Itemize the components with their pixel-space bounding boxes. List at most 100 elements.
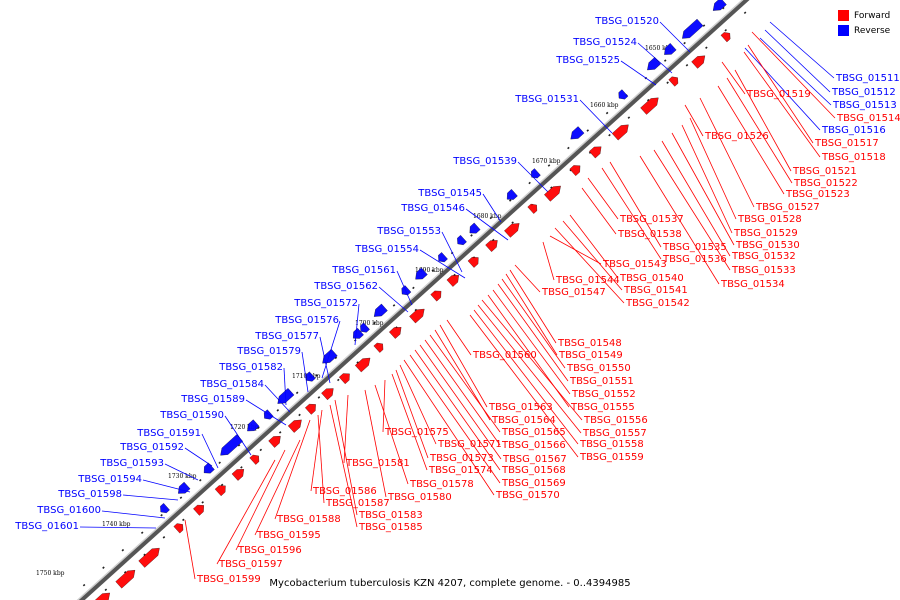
forward-gene-label: TBSG_01534 [720, 279, 785, 290]
forward-leader-line [329, 404, 358, 528]
forward-gene-label: TBSG_01538 [617, 229, 682, 240]
forward-gene-label: TBSG_01565 [501, 427, 566, 438]
axis-tick [608, 133, 611, 137]
forward-gene-arrow [354, 357, 371, 373]
axis-tick-label: 1660 kbp [590, 102, 619, 109]
axis-tick [550, 186, 553, 189]
reverse-gene-label: TBSG_01520 [594, 16, 659, 27]
reverse-leader-line [201, 433, 219, 469]
forward-gene-label: TBSG_01557 [582, 428, 647, 439]
forward-leader-line [717, 85, 785, 195]
reverse-gene-arrow [373, 303, 388, 317]
forward-gene-arrow [467, 257, 479, 268]
axis-tick [685, 63, 689, 67]
legend-forward: Forward [838, 8, 890, 23]
reverse-gene-label: TBSG_01511 [835, 73, 900, 84]
forward-leader-line [235, 449, 286, 551]
reverse-gene-label: TBSG_01584 [199, 379, 264, 390]
reverse-gene-label: TBSG_01512 [831, 87, 896, 98]
reverse-gene-arrow [618, 89, 629, 100]
forward-leader-line [334, 399, 358, 516]
forward-leader-line [310, 409, 323, 492]
forward-leader-line [399, 364, 437, 445]
reverse-gene-arrow [469, 222, 481, 234]
forward-leader-line [473, 309, 579, 445]
axis-tick [702, 24, 706, 27]
reverse-gene-label: TBSG_01546 [400, 203, 465, 214]
forward-leader-line [734, 69, 792, 172]
reverse-gene-label: TBSG_01531 [514, 94, 579, 105]
axis-tick [705, 46, 708, 49]
reverse-gene-label: TBSG_01598 [57, 489, 122, 500]
reverse-gene-arrow [712, 0, 727, 11]
reverse-gene-arrow [457, 235, 467, 246]
forward-leader-line [639, 155, 720, 285]
forward-gene-label: TBSG_01555 [570, 402, 635, 413]
forward-gene-arrow [430, 290, 442, 302]
axis-tick [528, 181, 531, 185]
axis-tick-label: 1650 kbp [645, 45, 674, 52]
forward-leader-line [184, 519, 196, 580]
reverse-leader-line [579, 99, 613, 134]
forward-leader-line [609, 161, 662, 248]
axis-tick [508, 199, 512, 202]
reverse-gene-arrow [220, 434, 243, 456]
reverse-gene-arrow [682, 18, 704, 39]
forward-gene-arrow [611, 124, 629, 141]
forward-leader-line [364, 389, 387, 498]
forward-leader-line [751, 31, 836, 119]
forward-gene-label: TBSG_01585 [358, 522, 423, 533]
forward-gene-arrow [95, 592, 110, 600]
reverse-gene-arrow [664, 43, 677, 55]
reverse-gene-arrow [178, 481, 191, 494]
forward-gene-arrow [544, 185, 561, 202]
forward-leader-line [469, 314, 579, 458]
reverse-leader-line [378, 286, 409, 313]
forward-gene-label: TBSG_01571 [437, 439, 502, 450]
forward-leader-line [409, 354, 501, 484]
forward-gene-label: TBSG_01548 [557, 338, 622, 349]
forward-gene-label: TBSG_01550 [566, 363, 631, 374]
axis-tick [182, 518, 185, 522]
forward-gene-label: TBSG_01581 [345, 458, 410, 469]
axis-tick-label: 1730 kbp [168, 473, 197, 480]
forward-gene-label: TBSG_01535 [662, 242, 727, 253]
axis-tick [646, 98, 650, 102]
forward-gene-label: TBSG_01514 [836, 113, 900, 124]
axis-tick-label: 1690 kbp [415, 267, 444, 274]
reverse-leader-line [764, 29, 831, 93]
forward-gene-label: TBSG_01542 [625, 298, 690, 309]
reverse-gene-arrow [305, 371, 316, 382]
forward-gene-arrow [268, 436, 281, 448]
axis-tick [143, 553, 146, 557]
forward-leader-line [382, 379, 386, 433]
forward-gene-label: TBSG_01529 [733, 228, 798, 239]
forward-gene-label: TBSG_01578 [409, 479, 474, 490]
axis-tick [373, 321, 376, 325]
axis-tick [259, 448, 263, 452]
forward-gene-arrow [569, 165, 581, 176]
axis-tick-label: 1740 kbp [102, 521, 131, 528]
reverse-gene-arrow [401, 285, 412, 296]
reverse-gene-arrow [247, 419, 260, 432]
forward-leader-line [587, 177, 619, 220]
forward-leader-line [414, 349, 501, 471]
reverse-leader-line [759, 37, 832, 106]
reverse-gene-label: TBSG_01593 [99, 458, 164, 469]
reverse-gene-arrow [506, 189, 518, 200]
forward-leader-line [581, 187, 617, 235]
reverse-gene-label: TBSG_01513 [832, 100, 897, 111]
axis-tick [356, 361, 359, 364]
reverse-leader-line [301, 351, 309, 393]
forward-gene-label: TBSG_01587 [325, 498, 390, 509]
forward-gene-arrow [668, 76, 679, 87]
forward-gene-label: TBSG_01522 [793, 178, 858, 189]
forward-gene-label: TBSG_01596 [237, 545, 302, 556]
forward-gene-arrow [321, 388, 334, 401]
reverse-gene-label: TBSG_01579 [236, 346, 301, 357]
reverse-leader-line [122, 494, 179, 501]
reverse-gene-arrow [531, 168, 541, 179]
axis-tick [160, 513, 163, 517]
forward-leader-line [274, 419, 311, 520]
forward-gene-arrow [115, 570, 136, 589]
